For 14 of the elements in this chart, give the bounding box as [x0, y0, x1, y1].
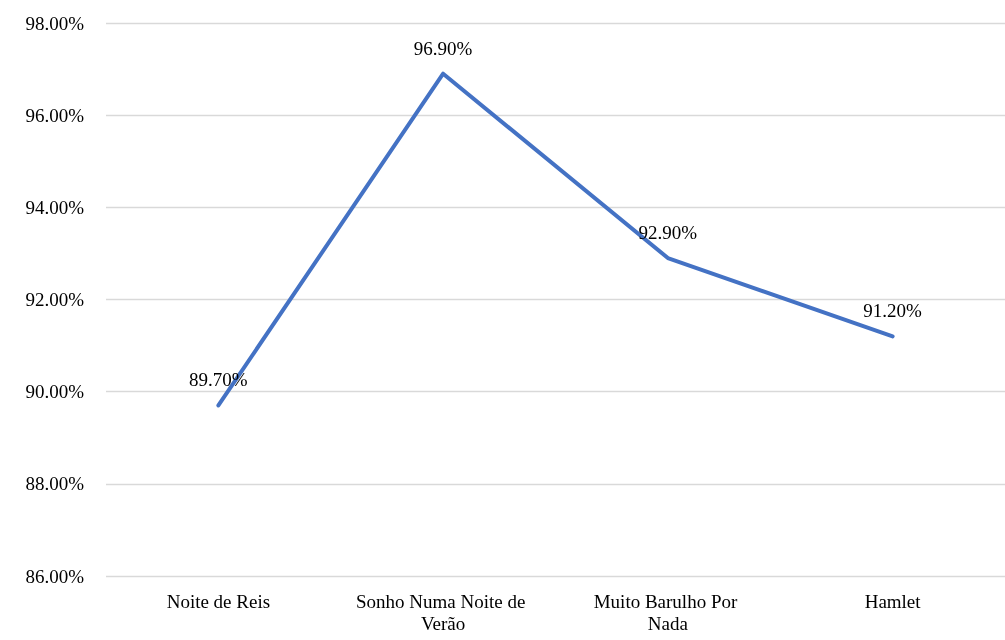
x-tick-label: Muito Barulho Por Nada — [593, 590, 743, 634]
x-tick-label: Sonho Numa Noite de Verão — [356, 590, 531, 634]
y-tick-label: 96.00% — [25, 104, 85, 126]
y-tick-label: 90.00% — [25, 381, 85, 403]
x-tick-label: Hamlet — [864, 590, 922, 612]
y-tick-label: 88.00% — [25, 473, 85, 495]
y-tick-label: 98.00% — [25, 12, 85, 34]
y-tick-label: 86.00% — [25, 565, 85, 587]
y-tick-label: 94.00% — [25, 196, 85, 218]
x-tick-label: Noite de Reis — [166, 590, 271, 612]
y-tick-label: 92.00% — [25, 289, 85, 310]
data-label: 96.90% — [413, 37, 473, 59]
data-label: 91.20% — [863, 300, 923, 322]
data-label: 92.90% — [638, 222, 698, 244]
